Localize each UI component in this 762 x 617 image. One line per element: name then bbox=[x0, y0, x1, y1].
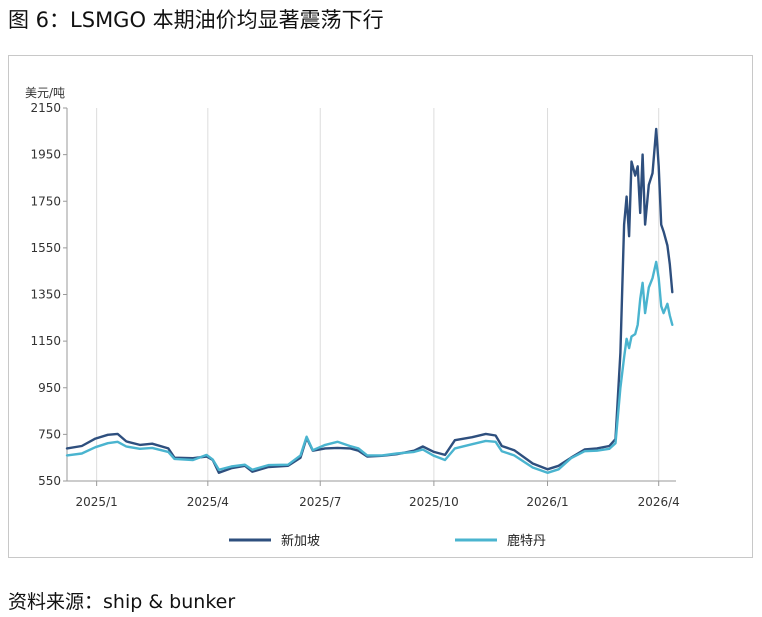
chart-frame: 美元/吨 550 750 950 1150 1350 1550 1750 1950 2150 2… bbox=[8, 55, 753, 558]
y-tick-label: 950 bbox=[38, 381, 61, 395]
x-tick-label: 2025/7 bbox=[299, 495, 341, 509]
x-tick-label: 2025/1 bbox=[76, 495, 118, 509]
figure-title: 图 6：LSMGO 本期油价均显著震荡下行 bbox=[8, 8, 384, 32]
series-line-1 bbox=[65, 127, 674, 474]
x-tick-label: 2026/4 bbox=[638, 495, 680, 509]
y-ticks: 550 750 950 1150 1350 1550 1750 1950 2150 bbox=[30, 101, 67, 488]
x-tick-label: 2025/4 bbox=[187, 495, 229, 509]
y-tick-label: 2150 bbox=[30, 101, 61, 115]
axes bbox=[66, 108, 676, 482]
y-tick-label: 1750 bbox=[30, 194, 61, 208]
x-ticks: 2025/1 2025/4 2025/7 2025/10 2026/1 2026/4 bbox=[76, 481, 680, 509]
gridlines bbox=[96, 108, 660, 481]
x-tick-label: 2026/1 bbox=[526, 495, 568, 509]
x-tick-label: 2025/10 bbox=[409, 495, 459, 509]
y-tick-label: 550 bbox=[38, 474, 61, 488]
y-tick-label: 1150 bbox=[30, 334, 61, 348]
y-tick-label: 1950 bbox=[30, 148, 61, 162]
series-lines bbox=[65, 127, 674, 474]
legend-label-1: 新加坡 bbox=[281, 533, 320, 549]
source-note: 资料来源：ship & bunker bbox=[8, 591, 236, 613]
legend-label-2: 鹿特丹 bbox=[507, 533, 546, 549]
y-axis-label: 美元/吨 bbox=[25, 86, 65, 100]
legend: 新加坡 鹿特丹 bbox=[229, 533, 546, 549]
y-tick-label: 1550 bbox=[30, 241, 61, 255]
y-tick-label: 1350 bbox=[30, 288, 61, 302]
line-chart: 美元/吨 550 750 950 1150 1350 1550 1750 1950 2150 2… bbox=[25, 86, 680, 549]
y-tick-label: 750 bbox=[38, 427, 61, 441]
series-line-2 bbox=[65, 260, 674, 474]
